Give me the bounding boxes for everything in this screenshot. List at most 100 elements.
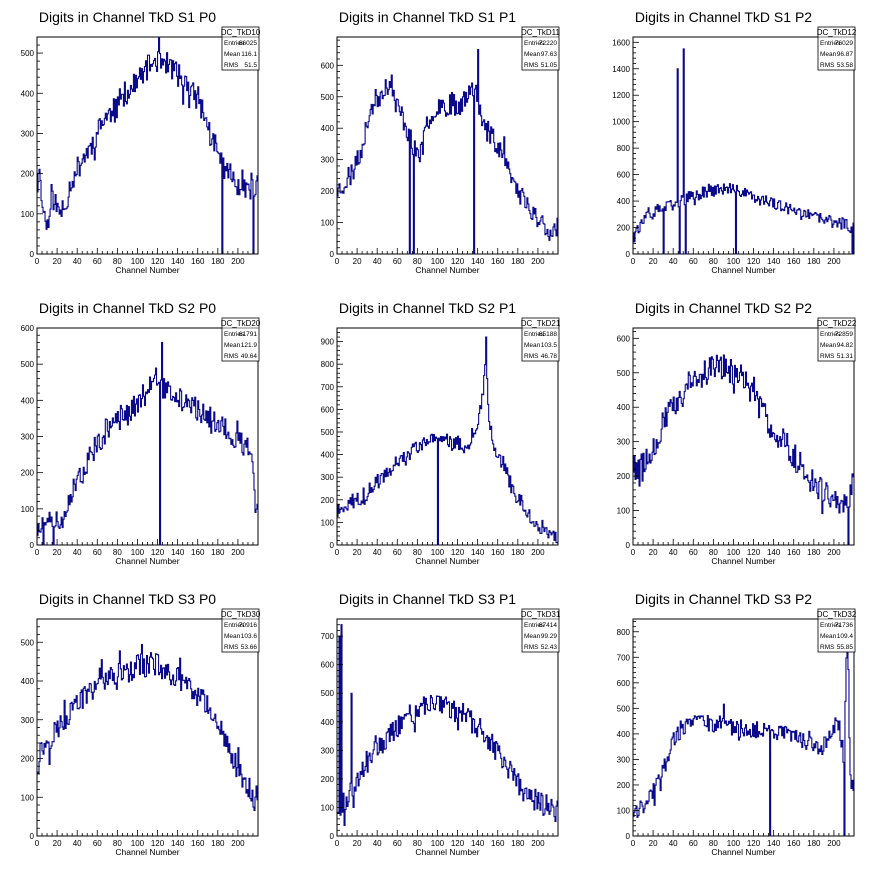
x-tick-label: 100 — [131, 839, 145, 848]
y-tick-label: 100 — [321, 219, 335, 228]
histogram-line — [337, 336, 558, 546]
y-tick-label: 400 — [21, 677, 35, 686]
x-tick-label: 140 — [471, 839, 485, 848]
stats-value: 51.5 — [244, 62, 257, 69]
x-tick-label: 20 — [53, 839, 62, 848]
histogram-line — [633, 635, 854, 837]
x-tick-label: 200 — [827, 257, 841, 266]
x-tick-label: 0 — [631, 548, 636, 557]
x-tick-label: 40 — [373, 839, 382, 848]
x-tick-label: 160 — [491, 839, 505, 848]
stats-label: Mean — [524, 633, 541, 640]
x-axis-label: Channel Number — [115, 265, 179, 275]
y-tick-label: 1000 — [612, 118, 630, 127]
stats-label: RMS — [224, 644, 239, 651]
y-tick-label: 100 — [617, 507, 631, 516]
x-tick-label: 180 — [807, 839, 821, 848]
y-tick-label: 0 — [30, 250, 35, 259]
panel-title: Digits in Channel TkD S3 P2 — [635, 591, 812, 607]
x-tick-label: 200 — [231, 257, 245, 266]
y-tick-label: 100 — [617, 806, 631, 815]
stats-box-name: DC_TkD32 — [817, 610, 857, 619]
y-tick-label: 200 — [321, 187, 335, 196]
stats-label: RMS — [524, 353, 539, 360]
y-tick-label: 0 — [30, 832, 35, 841]
y-tick-label: 600 — [617, 679, 631, 688]
x-tick-label: 20 — [649, 257, 658, 266]
x-tick-label: 180 — [807, 548, 821, 557]
histogram-panel: Digits in Channel TkD S2 P1 0 20 40 60 80 100 1… — [321, 300, 561, 566]
x-tick-label: 200 — [231, 839, 245, 848]
stats-value: 71736 — [835, 622, 853, 629]
y-tick-label: 1400 — [612, 65, 630, 74]
stats-label: RMS — [224, 62, 239, 69]
y-tick-label: 100 — [321, 518, 335, 527]
panel-title: Digits in Channel TkD S2 P2 — [635, 300, 812, 316]
x-tick-label: 40 — [669, 839, 678, 848]
y-tick-label: 200 — [321, 496, 335, 505]
stats-value: 66025 — [239, 40, 257, 47]
histogram-panel: Digits in Channel TkD S3 P0 0 20 40 60 80 100 1… — [21, 591, 261, 857]
stats-value: 103.6 — [241, 633, 258, 640]
panel-title: Digits in Channel TkD S2 P1 — [339, 300, 516, 316]
y-tick-label: 200 — [617, 472, 631, 481]
x-tick-label: 160 — [787, 839, 801, 848]
stats-label: Entries — [820, 622, 841, 629]
stats-label: Entries — [524, 331, 545, 338]
stats-box-frame — [521, 317, 560, 362]
stats-box-frame — [221, 608, 260, 653]
stats-label: Mean — [524, 342, 541, 349]
stats-value: 53.58 — [837, 62, 854, 69]
y-tick-label: 300 — [21, 716, 35, 725]
x-tick-label: 180 — [511, 548, 525, 557]
x-tick-label: 120 — [747, 839, 761, 848]
stats-value: 65188 — [539, 331, 557, 338]
stats-label: RMS — [820, 353, 835, 360]
y-tick-label: 200 — [21, 469, 35, 478]
x-tick-label: 40 — [373, 548, 382, 557]
y-tick-label: 300 — [321, 156, 335, 165]
stats-value: 103.5 — [541, 342, 558, 349]
x-tick-label: 60 — [689, 257, 698, 266]
x-tick-label: 120 — [151, 548, 165, 557]
x-tick-label: 0 — [335, 548, 340, 557]
stats-label: Mean — [820, 342, 837, 349]
y-tick-label: 800 — [321, 360, 335, 369]
y-tick-label: 500 — [321, 93, 335, 102]
x-tick-label: 120 — [451, 257, 465, 266]
x-tick-label: 200 — [827, 839, 841, 848]
stats-box-frame — [521, 608, 560, 653]
x-tick-label: 160 — [191, 839, 205, 848]
x-tick-label: 100 — [727, 839, 741, 848]
x-tick-label: 120 — [151, 839, 165, 848]
stats-value: 46.78 — [541, 353, 558, 360]
y-tick-label: 300 — [617, 438, 631, 447]
y-tick-label: 400 — [321, 124, 335, 133]
histogram-line — [633, 354, 854, 546]
x-tick-label: 20 — [353, 839, 362, 848]
x-tick-label: 140 — [171, 548, 185, 557]
x-tick-label: 80 — [113, 839, 122, 848]
histogram-panel: Digits in Channel TkD S1 P0 0 20 40 60 80 100 1… — [21, 9, 261, 275]
panel-title: Digits in Channel TkD S1 P2 — [635, 9, 812, 25]
x-tick-label: 140 — [471, 257, 485, 266]
y-tick-label: 700 — [321, 632, 335, 641]
x-axis-label: Channel Number — [415, 556, 479, 566]
x-tick-label: 140 — [471, 548, 485, 557]
stats-value: 99.29 — [541, 633, 558, 640]
stats-box-name: DC_TkD30 — [221, 610, 261, 619]
y-tick-label: 400 — [617, 730, 631, 739]
y-tick-label: 600 — [321, 661, 335, 670]
x-axis-label: Channel Number — [711, 556, 775, 566]
x-tick-label: 180 — [807, 257, 821, 266]
panel-title: Digits in Channel TkD S2 P0 — [39, 300, 216, 316]
y-tick-label: 0 — [626, 832, 631, 841]
y-tick-label: 800 — [617, 628, 631, 637]
histogram-panel: Digits in Channel TkD S2 P0 0 20 40 60 80 100 1… — [21, 300, 261, 566]
y-tick-label: 400 — [321, 451, 335, 460]
y-tick-label: 600 — [21, 324, 35, 333]
